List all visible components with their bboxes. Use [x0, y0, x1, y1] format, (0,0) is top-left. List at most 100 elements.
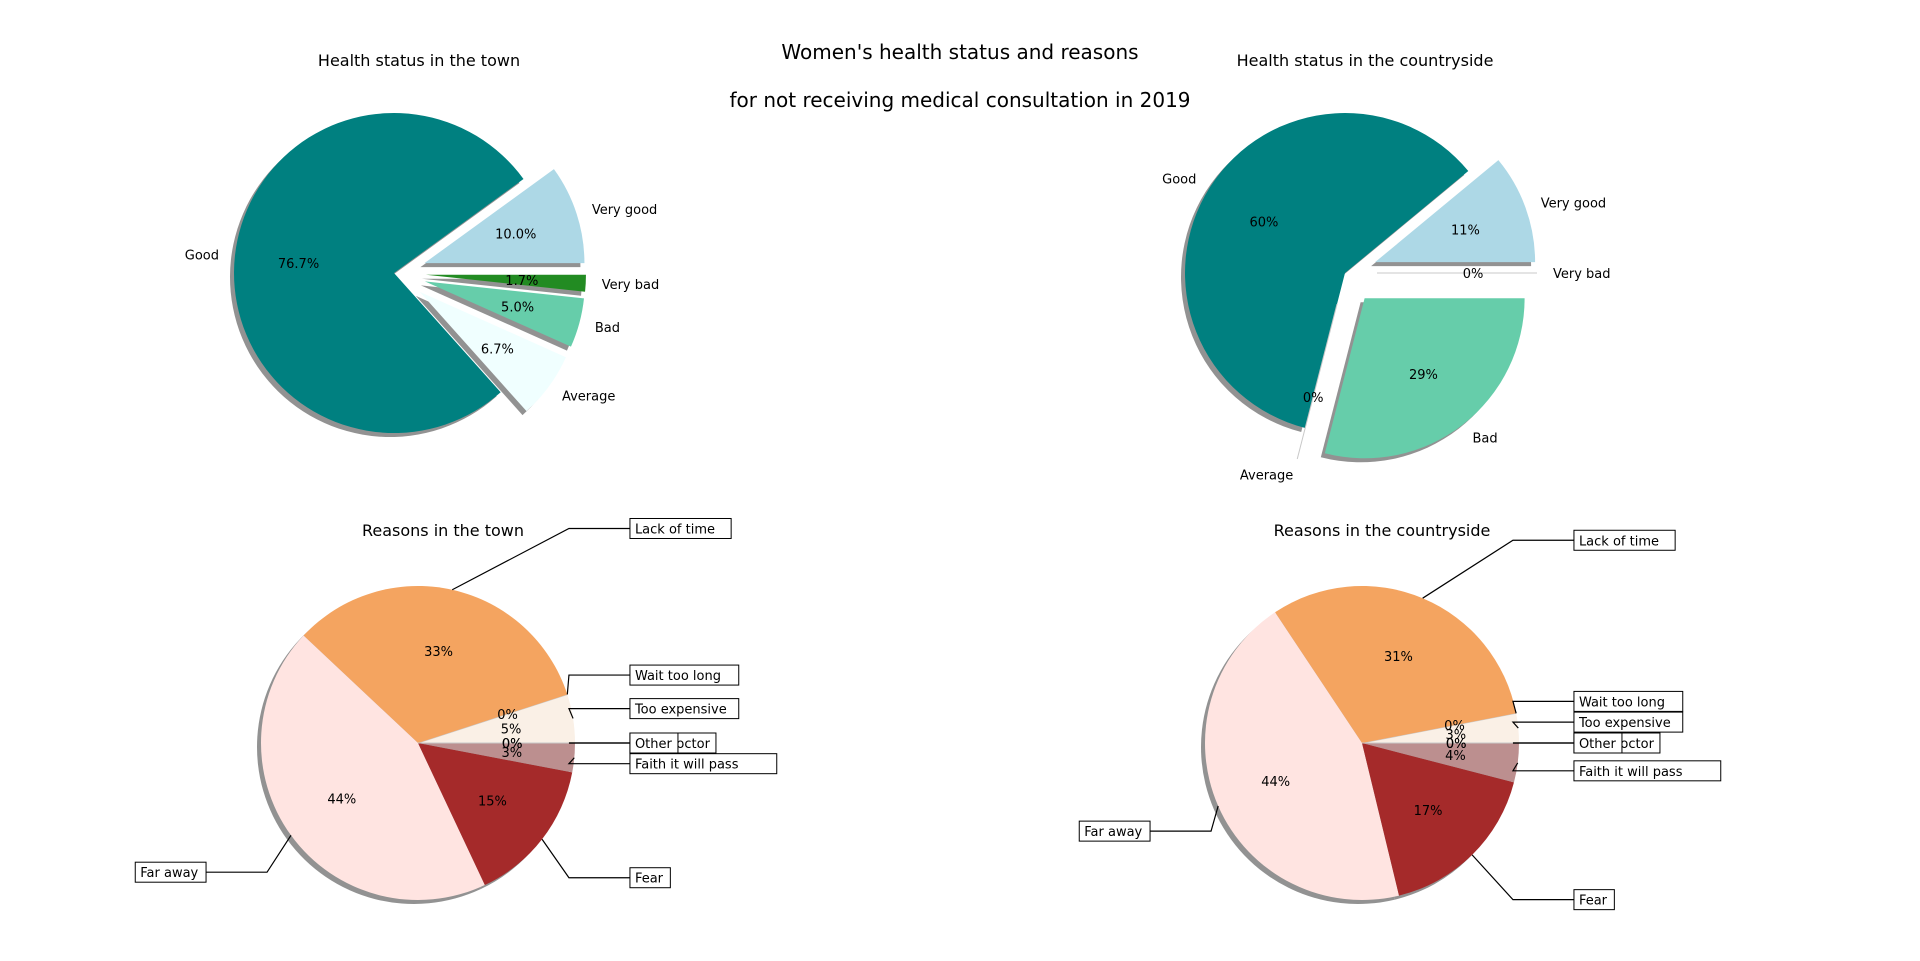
pct-label-average: 0%	[1303, 391, 1324, 406]
pie-slice-very-good	[424, 169, 585, 264]
pie-slice-faith-it-will-pass	[1362, 743, 1519, 783]
annotation-too-expensive: Too expensive	[1578, 716, 1671, 731]
leader-line-lack-of-time	[1422, 539, 1574, 599]
leader-line-fear	[1471, 854, 1574, 901]
pct-label-far-away: 44%	[327, 792, 356, 807]
chart-title: Health status in the countryside	[1237, 51, 1494, 70]
annotation-other: Other	[1579, 737, 1617, 752]
annotation-fear: Fear	[1579, 894, 1608, 909]
pct-label-faith-it-will-pass: 4%	[1445, 749, 1466, 764]
pct-label-too-expensive: 5%	[501, 722, 522, 737]
pct-label-fear: 15%	[478, 795, 507, 810]
pie-slice-very-good	[1375, 160, 1536, 263]
pie-slice-lack-of-time	[303, 586, 568, 743]
annotation-box-wait-too-long	[1573, 690, 1684, 712]
slice-label-very-good: Very good	[592, 203, 657, 218]
annotation-box-too-expensive	[1573, 711, 1684, 733]
annotation-box-fear	[629, 867, 671, 889]
figure-title-line-1: Women's health status and reasons	[781, 40, 1139, 64]
leader-line-faith-it-will-pass	[567, 757, 630, 765]
leader-line-far-away	[206, 834, 292, 873]
leader-line-wait-too-long	[1512, 700, 1574, 714]
annotation-wait-too-long: Wait too long	[635, 669, 721, 684]
slice-label-very-bad: Very bad	[1553, 267, 1611, 282]
pct-label-far-away: 44%	[1261, 775, 1290, 790]
pct-label-very-bad: 0%	[1463, 267, 1484, 282]
pct-label-very-good: 10.0%	[495, 227, 536, 242]
pie-slice-far-away	[260, 635, 485, 901]
slice-label-average: Average	[562, 390, 615, 405]
annotation-box-far-away	[1078, 820, 1151, 842]
slice-label-very-bad: Very bad	[602, 278, 660, 293]
pie-slice-too-expensive	[418, 694, 575, 743]
chart-title: Health status in the town	[318, 51, 520, 70]
pct-label-wait-too-long: 0%	[1444, 719, 1465, 734]
annotation-fear: Fear	[635, 872, 664, 887]
slice-label-good: Good	[185, 248, 219, 263]
chart-title: Reasons in the countryside	[1274, 521, 1491, 540]
slice-label-bad: Bad	[595, 321, 620, 336]
annotation-far-away: Far away	[1084, 825, 1142, 840]
annotation-far-away: Far away	[140, 866, 198, 881]
figure-title: Women's health status and reasons for no…	[0, 16, 1920, 136]
pct-label-own-doctor: 0%	[502, 737, 523, 752]
annotation-box-faith-it-will-pass	[1573, 760, 1722, 782]
leader-line-fear	[541, 838, 630, 879]
annotation-other: Other	[635, 737, 673, 752]
annotation-box-lack-of-time	[629, 517, 732, 539]
pie-slice-good	[1185, 112, 1469, 428]
annotation-box-other	[1573, 732, 1623, 754]
pie-slice-far-away	[1205, 612, 1400, 900]
pct-label-average: 6.7%	[481, 342, 514, 357]
leader-line-far-away	[1150, 805, 1219, 832]
pct-label-other: 0%	[502, 737, 523, 752]
pct-label-faith-it-will-pass: 3%	[501, 746, 522, 761]
annotation-lack-of-time: Lack of time	[1579, 534, 1659, 549]
annotation-lack-of-time: Lack of time	[635, 522, 715, 537]
chart-title: Reasons in the town	[362, 521, 524, 540]
pie-slice-average	[1296, 303, 1338, 460]
annotation-box-lack-of-time	[1573, 529, 1676, 551]
slice-label-bad: Bad	[1472, 431, 1497, 446]
annotation-too-expensive: Too expensive	[634, 703, 727, 718]
annotation-box-faith-it-will-pass	[629, 753, 778, 775]
slice-label-good: Good	[1162, 173, 1196, 188]
pie-slice-lack-of-time	[1275, 586, 1517, 743]
slice-label-average: Average	[1240, 468, 1293, 483]
pie-slice-fear	[1362, 743, 1514, 896]
pct-label-lack-of-time: 31%	[1384, 650, 1413, 665]
annotation-faith-it-will-pass: Faith it will pass	[1579, 765, 1683, 780]
pct-label-very-bad: 1.7%	[505, 274, 538, 289]
pct-label-own-doctor: 0%	[1446, 737, 1467, 752]
pct-label-too-expensive: 3%	[1445, 728, 1466, 743]
pie-slice-very-bad	[425, 274, 586, 292]
annotation-box-too-expensive	[629, 698, 740, 720]
pct-label-fear: 17%	[1414, 804, 1443, 819]
pct-label-very-good: 11%	[1451, 224, 1480, 239]
chart-health-status-in-the-countryside: Health status in the countryside 11% 60% 0%…	[1162, 51, 1610, 483]
annotation-box-other	[629, 732, 679, 754]
leader-line-wait-too-long	[566, 674, 630, 695]
annotation-box-far-away	[134, 861, 207, 883]
pct-label-bad: 29%	[1409, 368, 1438, 383]
figure-title-line-2: for not receiving medical consultation i…	[729, 88, 1191, 112]
pct-label-bad: 5.0%	[501, 300, 534, 315]
slice-label-very-good: Very good	[1541, 197, 1606, 212]
pie-slice-bad	[424, 281, 584, 347]
pie-slice-faith-it-will-pass	[418, 743, 575, 773]
pct-label-lack-of-time: 33%	[424, 645, 453, 660]
pct-label-other: 0%	[1446, 737, 1467, 752]
annotation-wait-too-long: Wait too long	[1579, 695, 1665, 710]
pie-slice-bad	[1324, 298, 1525, 459]
pie-slice-fear	[418, 743, 573, 886]
annotation-box-fear	[1573, 889, 1615, 911]
pie-slice-average	[419, 291, 566, 412]
chart-reasons-in-the-countryside: Reasons in the countryside 3%0% 31% 44% 17% 4…	[1078, 521, 1722, 911]
leader-line-too-expensive	[1511, 721, 1574, 729]
pie-slice-good	[234, 113, 524, 434]
leader-line-lack-of-time	[451, 527, 630, 591]
pct-label-good: 60%	[1249, 216, 1278, 231]
